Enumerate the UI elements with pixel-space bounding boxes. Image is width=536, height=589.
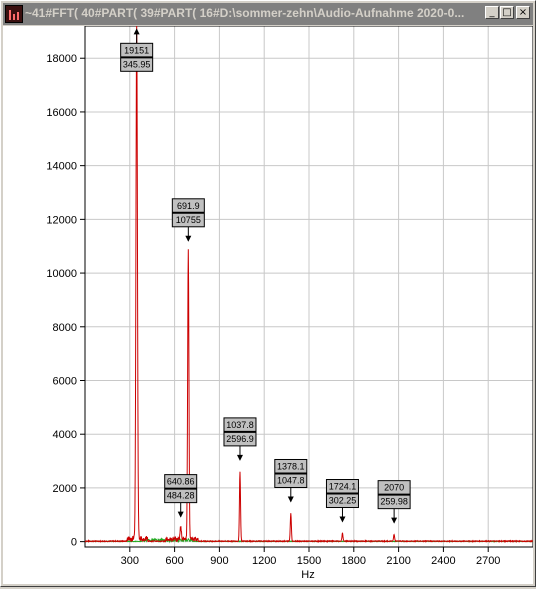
y-tick-label: 12000 [46, 214, 77, 226]
peak-label-top: 640.86 [167, 477, 195, 487]
x-tick-label: 2400 [431, 555, 455, 567]
peak-label-top: 2070 [384, 483, 404, 493]
x-axis-label: Hz [301, 569, 314, 581]
peak-marker: 2070 259.98 [377, 480, 411, 524]
peak-arrow-down-icon [185, 235, 192, 242]
spectrum-app-icon[interactable] [5, 5, 23, 23]
peak-marker: 19151 345.95 [120, 28, 154, 72]
window-title: ~41#FFT( 40#PART( 39#PART( 16#D:\sommer-… [25, 6, 465, 20]
peak-marker: 640.86 484.28 [164, 474, 198, 518]
chart-area: 0 2000 4000 6000 8000 10000 12000 14000 16000 180… [3, 24, 534, 584]
y-tick-label: 16000 [46, 107, 77, 119]
peak-label-bottom: 10755 [176, 215, 201, 225]
peak-marker: 1037.8 2596.9 [223, 417, 257, 461]
peak-label-bottom: 345.95 [123, 59, 151, 69]
y-tick-label: 2000 [53, 483, 77, 495]
peak-arrow-down-icon [177, 511, 184, 518]
peak-label-bottom: 2596.9 [226, 434, 254, 444]
peak-marker: 1724.1 302.25 [325, 479, 359, 523]
peak-arrow-down-icon [287, 496, 294, 503]
x-tick-label: 1200 [252, 555, 276, 567]
x-tick-label: 1500 [297, 555, 321, 567]
spectrum-line [84, 24, 534, 544]
peak-marker: 1378.1 1047.8 [274, 458, 308, 503]
x-tick-label: 300 [121, 555, 139, 567]
peak-label-top: 1378.1 [277, 461, 305, 471]
x-tick-label: 2700 [476, 555, 500, 567]
peak-label-bottom: 302.25 [329, 496, 357, 506]
peak-arrow-down-icon [339, 516, 346, 523]
minimize-button[interactable]: _ [485, 6, 499, 19]
peak-arrow-up-icon [133, 28, 140, 35]
peak-marker: 691.9 10755 [171, 198, 205, 242]
peak-arrow-down-icon [236, 454, 243, 461]
peak-label-top: 1037.8 [226, 420, 254, 430]
peak-label-top: 1724.1 [329, 482, 357, 492]
y-tick-label: 6000 [53, 375, 77, 387]
close-button[interactable]: × [516, 6, 530, 19]
title-bar[interactable]: ~41#FFT( 40#PART( 39#PART( 16#D:\sommer-… [3, 3, 533, 25]
maximize-button[interactable]: □ [500, 6, 514, 19]
y-tick-label: 8000 [53, 322, 77, 334]
y-tick-label: 18000 [46, 53, 77, 65]
peak-label-bottom: 484.28 [167, 491, 195, 501]
grid [85, 26, 533, 547]
x-tick-label: 900 [210, 555, 228, 567]
y-tick-label: 4000 [53, 429, 77, 441]
y-tick-label: 10000 [46, 268, 77, 280]
x-tick-label: 2100 [386, 555, 410, 567]
peak-label-top: 19151 [124, 45, 149, 55]
peak-label-bottom: 259.98 [380, 497, 408, 507]
peak-label-top: 691.9 [177, 201, 200, 211]
fft-spectrum-chart[interactable]: 0 2000 4000 6000 8000 10000 12000 14000 16000 180… [3, 24, 534, 584]
x-axis: 300 600 900 1200 1500 1800 2100 2400 2700 [121, 547, 500, 567]
x-tick-label: 1800 [342, 555, 366, 567]
y-tick-label: 14000 [46, 161, 77, 173]
peak-markers: 19151345.95691.9107551037.82596.91378.11… [120, 28, 411, 524]
y-axis: 0 2000 4000 6000 8000 10000 12000 14000 16000 180… [46, 53, 85, 549]
y-tick-label: 0 [71, 537, 77, 549]
peak-arrow-down-icon [391, 517, 398, 524]
peak-label-bottom: 1047.8 [277, 475, 305, 485]
x-tick-label: 600 [165, 555, 183, 567]
